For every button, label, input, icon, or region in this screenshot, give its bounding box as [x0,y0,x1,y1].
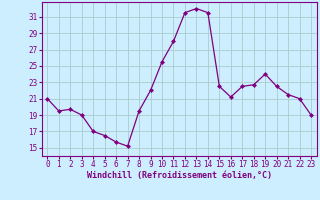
X-axis label: Windchill (Refroidissement éolien,°C): Windchill (Refroidissement éolien,°C) [87,171,272,180]
